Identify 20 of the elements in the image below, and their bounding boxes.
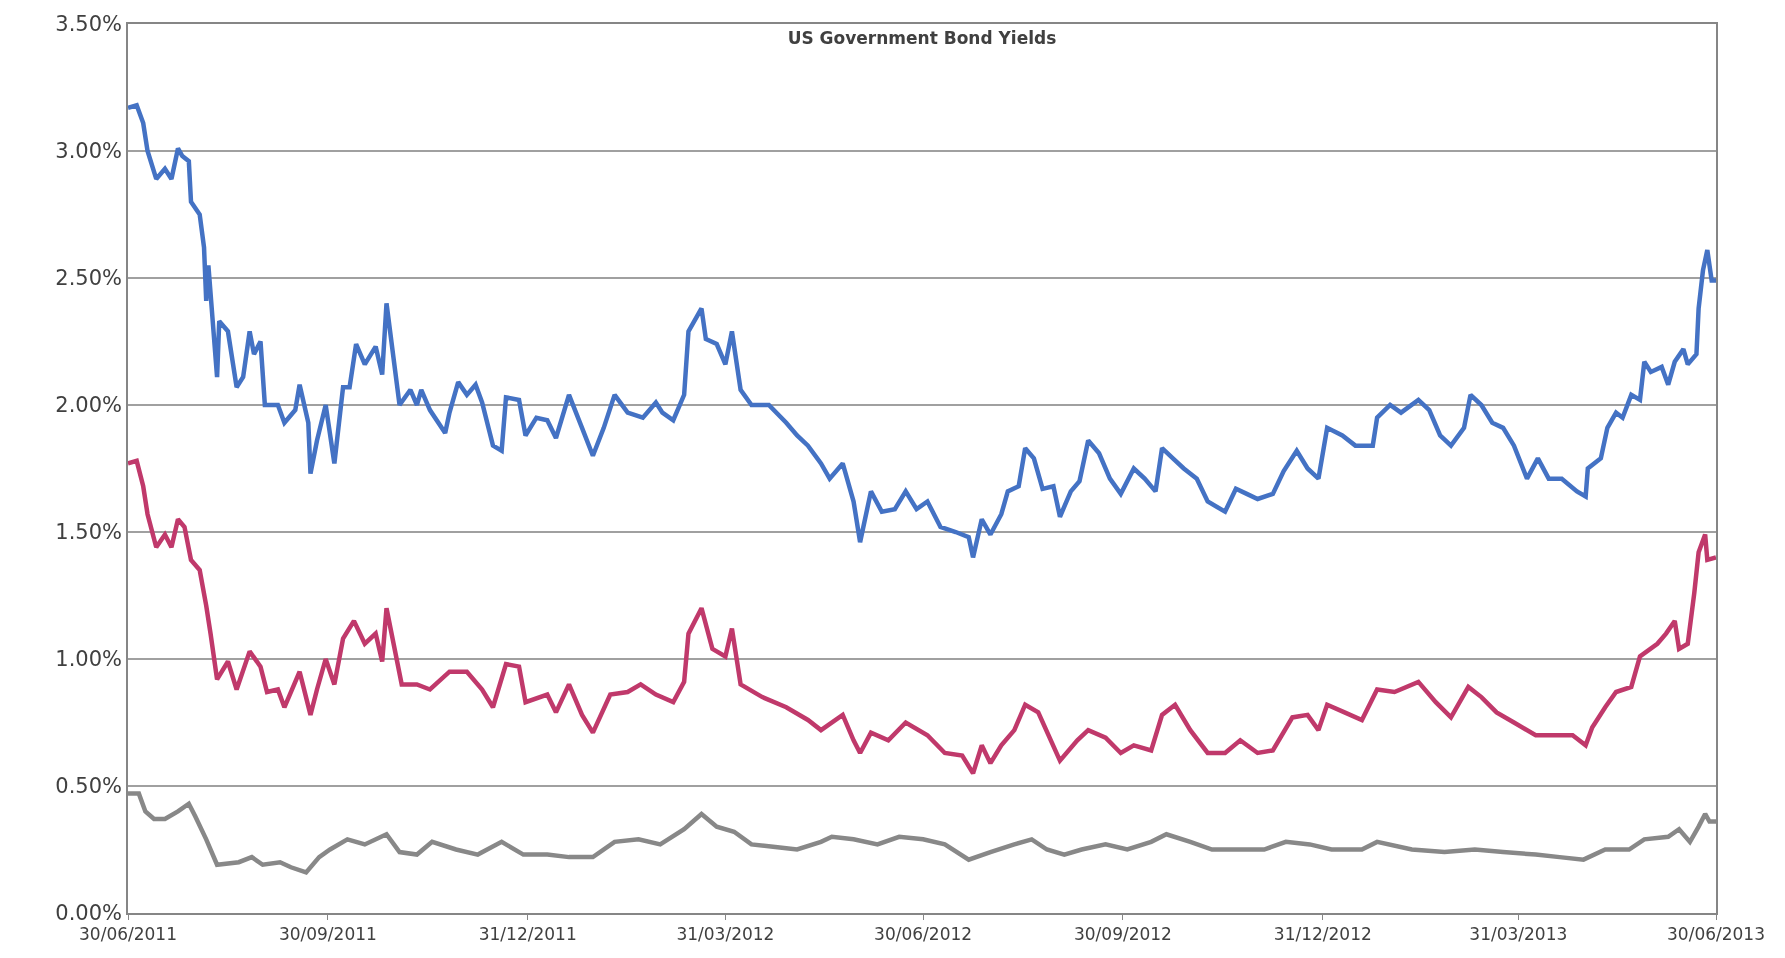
x-tick-label: 30/09/2011 <box>278 924 377 945</box>
y-tick-label: 2.50% <box>55 266 123 291</box>
y-tick-label: 1.50% <box>55 520 123 545</box>
x-tick-label: 31/03/2012 <box>676 924 775 945</box>
y-tick-label: 3.50% <box>55 12 123 37</box>
chart-title: US Government Bond Yields <box>787 27 1057 48</box>
y-tick-label: 3.00% <box>55 139 123 164</box>
y-tick-label: 2.00% <box>55 393 123 418</box>
y-tick-label: 0.50% <box>55 774 123 799</box>
line-series <box>128 103 1716 560</box>
y-tick-label: 0.00% <box>55 901 123 926</box>
x-tick-label: 31/03/2013 <box>1469 924 1568 945</box>
x-tick-label: 30/06/2012 <box>874 924 973 945</box>
y-tick-label: 1.00% <box>55 647 123 672</box>
x-tick-label: 31/12/2012 <box>1273 924 1372 945</box>
x-tick-label: 30/06/2011 <box>79 924 177 945</box>
x-tick-label: 30/09/2012 <box>1073 924 1172 945</box>
x-tick-label: 31/12/2011 <box>478 924 577 945</box>
x-tick-label: 30/06/2013 <box>1667 924 1765 945</box>
line-series <box>128 458 1716 776</box>
